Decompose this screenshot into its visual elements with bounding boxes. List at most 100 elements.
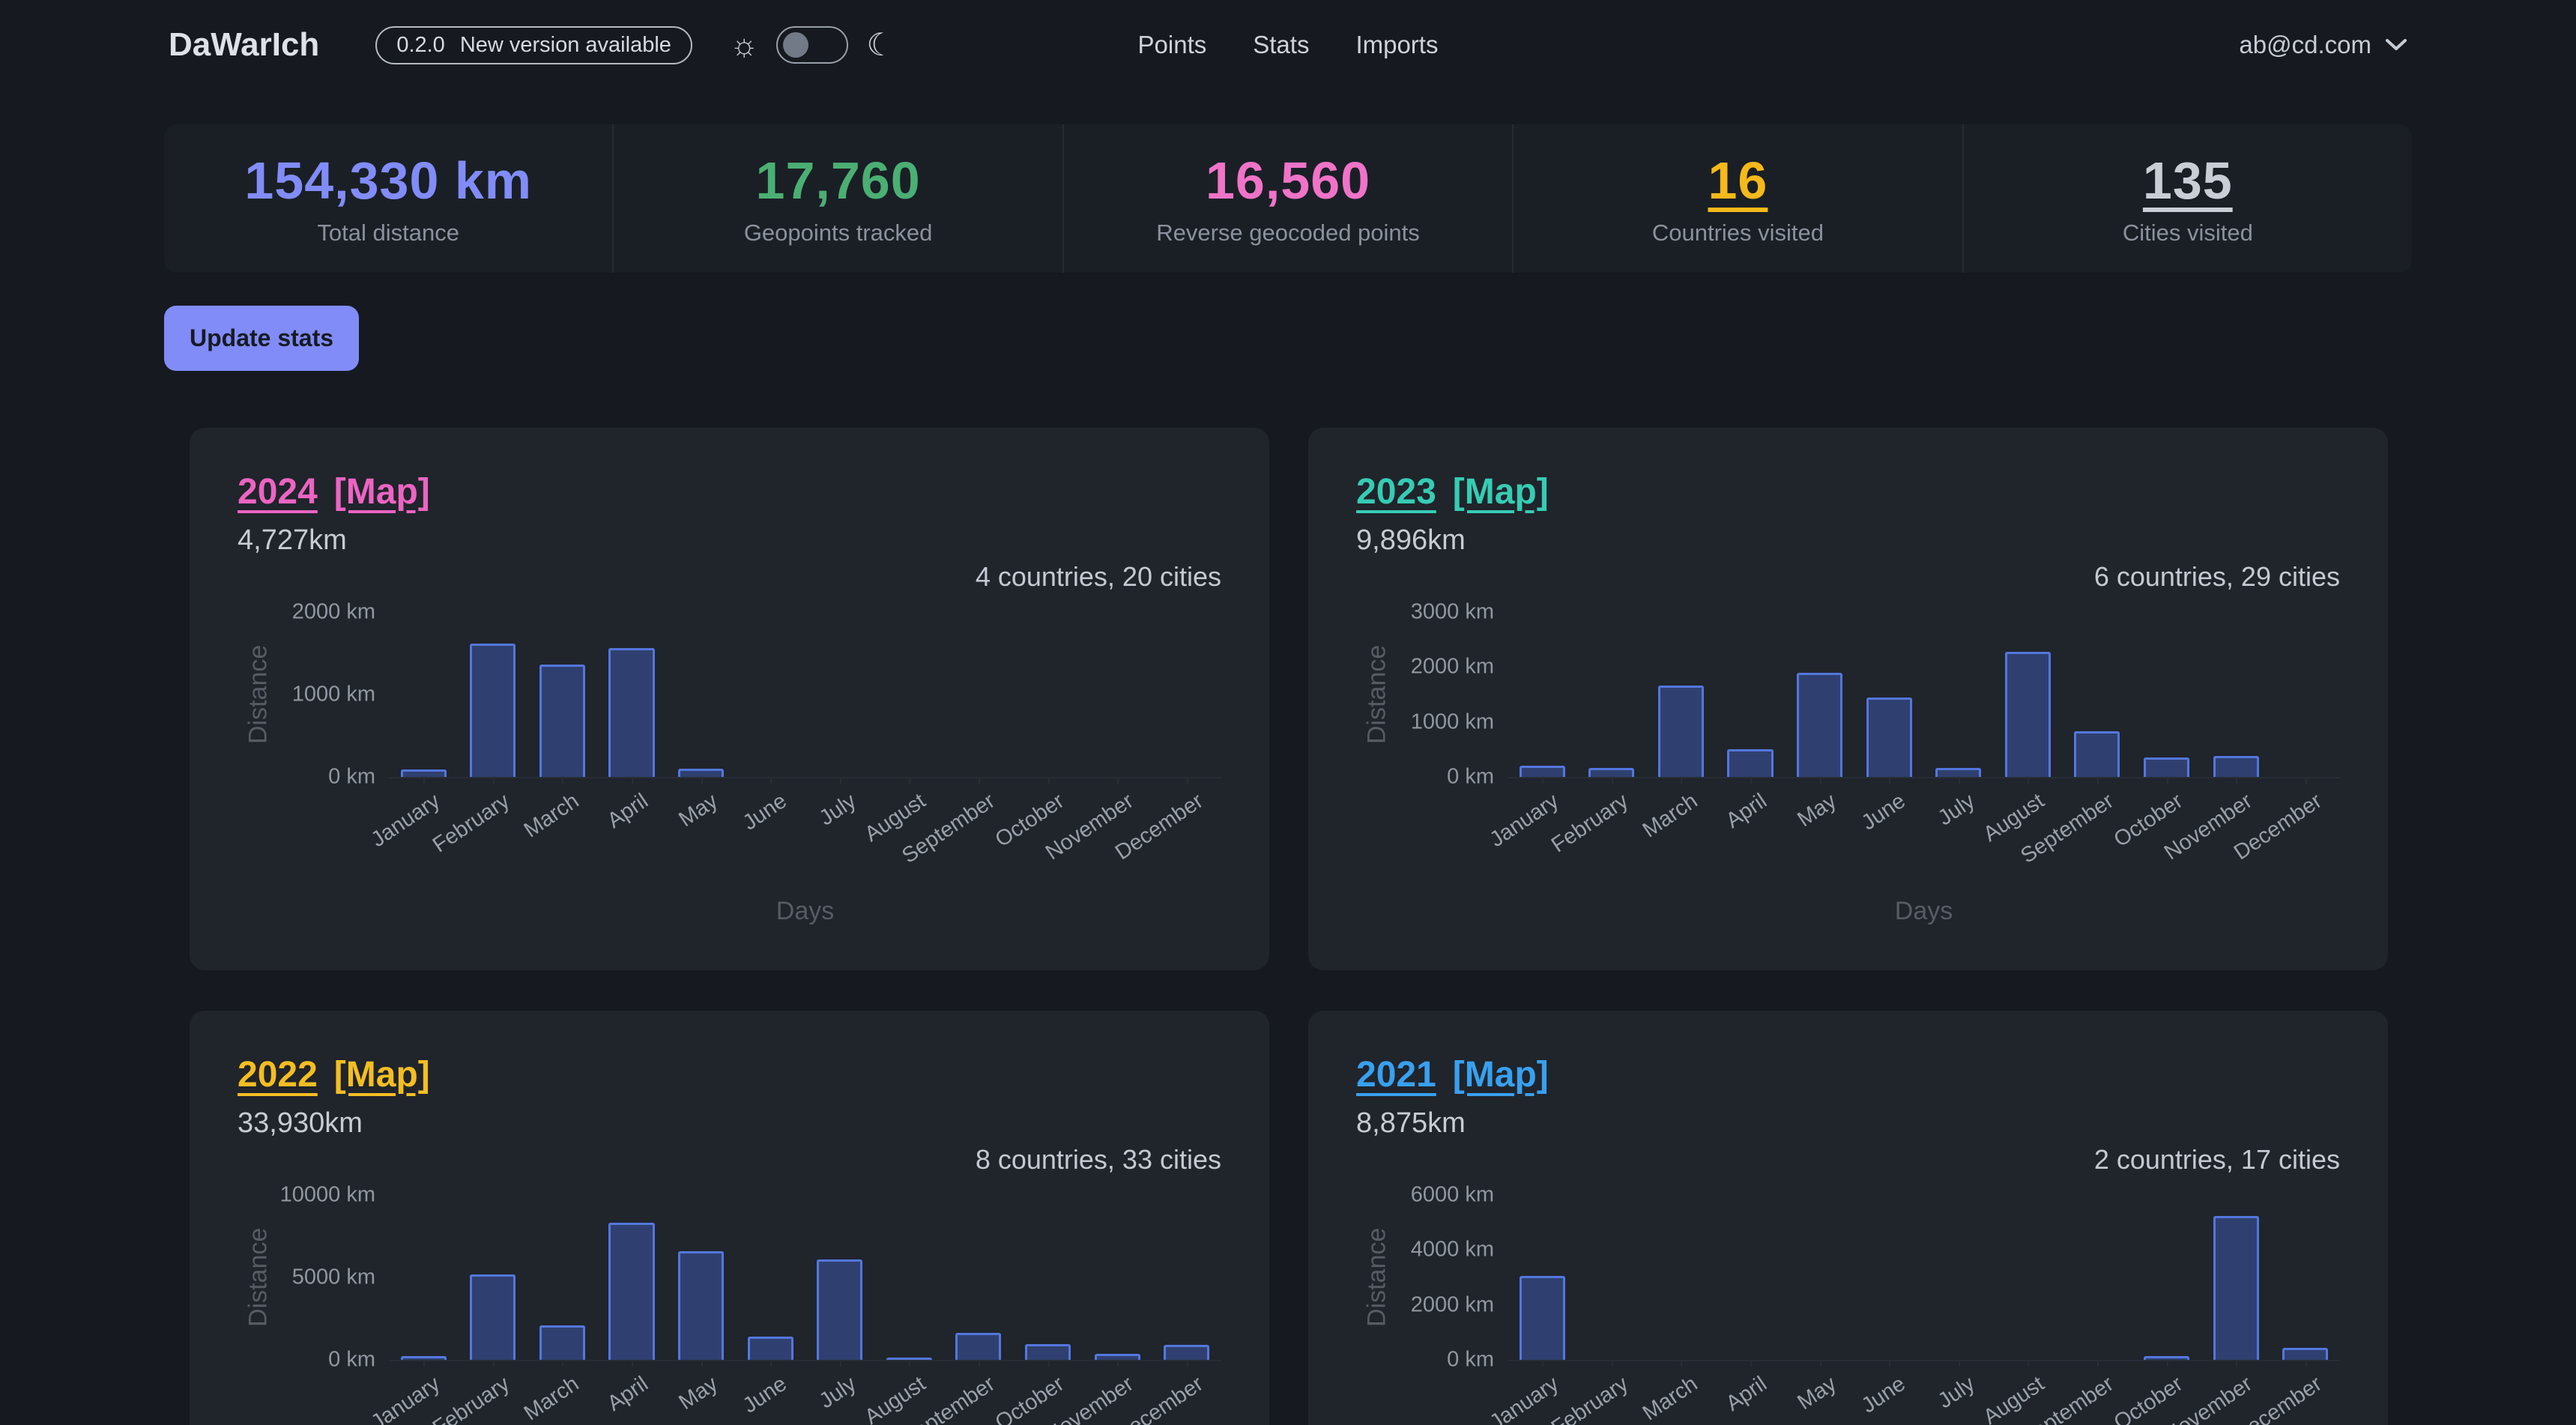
theme-toggle[interactable] — [776, 26, 849, 64]
nav-item-imports[interactable]: Imports — [1355, 31, 1439, 58]
y-axis: 0 km 1000 km 2000 km 3000 km — [1398, 600, 1494, 789]
stat-total-distance-value: 154,330 km — [244, 151, 533, 210]
year-summary: 4 countries, 20 cities — [975, 561, 1221, 592]
axis-tick-mark — [1750, 1360, 1753, 1367]
version-badge[interactable]: 0.2.0 New version available — [375, 25, 692, 64]
year-distance: 4,727km — [238, 524, 347, 556]
stat-countries-visited-link[interactable]: 16 — [1708, 151, 1768, 210]
y-tick-label: 10000 km — [279, 1182, 375, 1207]
x-axis-labels: January February March April May June July Augu… — [1485, 789, 2326, 868]
axis-tick-mark — [1819, 1360, 1821, 1367]
stat-cities-visited-link[interactable]: 135 — [2142, 151, 2233, 210]
x-axis-labels: January February March April May June July Augu… — [1485, 1372, 2326, 1425]
axis-tick-mark — [2166, 1360, 2168, 1367]
bar-january — [400, 769, 447, 777]
axis-tick-mark — [701, 1360, 703, 1367]
axis-tick-mark — [770, 1360, 773, 1367]
year-card-2023: 2023 [Map] 9,896km 6 countries, 29 citie… — [1308, 428, 2388, 970]
axis-tick-mark — [1889, 1360, 1891, 1367]
axis-tick-mark — [2236, 1360, 2238, 1367]
nav-item-points[interactable]: Points — [1137, 31, 1207, 58]
axis-tick-mark — [1750, 777, 1753, 784]
axis-tick-mark — [2305, 777, 2307, 784]
bar-april — [1727, 749, 1774, 777]
version-number: 0.2.0 — [396, 32, 445, 57]
y-tick-label: 0 km — [328, 1347, 375, 1372]
year-2024-map-link[interactable]: [Map] — [333, 472, 430, 512]
year-2023-map-link[interactable]: [Map] — [1452, 472, 1549, 512]
account-menu[interactable]: ab@cd.com — [2239, 31, 2407, 59]
bar-december — [1164, 1345, 1210, 1360]
card-title-row: 2021 [Map] — [1356, 1054, 2340, 1095]
year-2021-link[interactable]: 2021 — [1356, 1055, 1436, 1095]
stat-reverse-geocoded-label: Reverse geocoded points — [1156, 220, 1420, 246]
bar-november — [1094, 1354, 1140, 1360]
version-text: New version available — [459, 32, 671, 57]
axis-tick-mark — [492, 777, 495, 784]
axis-tick-mark — [1889, 777, 1891, 784]
year-cards-grid: 2024 [Map] 4,727km 4 countries, 20 citie… — [190, 428, 2388, 1425]
y-tick-label: 2000 km — [1410, 654, 1494, 679]
stat-countries-visited-label: Countries visited — [1651, 220, 1824, 246]
axis-tick-mark — [978, 1360, 980, 1367]
axis-tick-mark — [1611, 1360, 1613, 1367]
bar-september — [2074, 731, 2120, 777]
axis-tick-mark — [2096, 1360, 2099, 1367]
axis-tick-mark — [839, 1360, 841, 1367]
year-2021-map-link[interactable]: [Map] — [1452, 1055, 1549, 1095]
year-card-2022: 2022 [Map] 33,930km 8 countries, 33 citi… — [190, 1011, 1269, 1425]
stat-geopoints: 17,760 Geopoints tracked — [612, 124, 1062, 273]
year-2023-bar-chart: Distance 0 km 1000 km 2000 km 3000 km Janua… — [1356, 600, 2340, 926]
stat-cities-visited-label: Cities visited — [2122, 220, 2253, 246]
bar-march — [539, 1325, 585, 1360]
y-axis-title: Distance — [244, 1227, 273, 1328]
axis-tick-mark — [701, 777, 703, 784]
stat-reverse-geocoded: 16,560 Reverse geocoded points — [1062, 124, 1512, 273]
bar-november — [2213, 756, 2259, 777]
y-tick-label: 1000 km — [1410, 710, 1494, 734]
plot-area — [1508, 1195, 2340, 1367]
stat-geopoints-value: 17,760 — [755, 151, 921, 210]
bar-november — [2213, 1215, 2259, 1360]
x-axis-labels: January February March April May June July Augu… — [366, 789, 1208, 868]
axis-tick-mark — [423, 1360, 426, 1367]
year-summary: 2 countries, 17 cities — [2093, 1144, 2340, 1175]
chevron-down-icon — [2386, 39, 2407, 50]
y-tick-label: 3000 km — [1410, 599, 1494, 624]
main-nav: Points Stats Imports — [1138, 31, 1439, 59]
account-email: ab@cd.com — [2239, 31, 2371, 58]
year-2022-bar-chart: Distance 0 km 5000 km 10000 km January Febr… — [238, 1183, 1221, 1425]
year-card-2024: 2024 [Map] 4,727km 4 countries, 20 citie… — [190, 428, 1269, 970]
year-2024-link[interactable]: 2024 — [238, 472, 318, 512]
bar-august — [886, 1357, 932, 1360]
stat-total-distance-label: Total distance — [317, 220, 459, 246]
axis-tick-mark — [1117, 1360, 1119, 1367]
axis-tick-mark — [2096, 777, 2099, 784]
update-stats-button[interactable]: Update stats — [164, 306, 360, 371]
bar-august — [2004, 651, 2051, 777]
bar-march — [539, 665, 585, 777]
plot-column: January February March April May June July Augu… — [366, 612, 1221, 926]
axis-tick-mark — [2028, 1360, 2030, 1367]
year-distance: 33,930km — [238, 1107, 363, 1139]
axis-tick-mark — [2305, 1360, 2307, 1367]
axis-tick-mark — [1542, 1360, 1544, 1367]
bar-march — [1657, 686, 1704, 777]
axis-tick-mark — [1047, 1360, 1050, 1367]
axis-tick-mark — [1958, 1360, 1960, 1367]
axis-tick-mark — [1186, 1360, 1188, 1367]
year-2022-map-link[interactable]: [Map] — [333, 1055, 430, 1095]
axis-tick-mark — [2236, 777, 2238, 784]
year-distance: 8,875km — [1356, 1107, 1466, 1139]
plot-area — [389, 612, 1221, 784]
axis-tick-mark — [1047, 777, 1050, 784]
year-card-2021: 2021 [Map] 8,875km 2 countries, 17 citie… — [1308, 1011, 2388, 1425]
y-axis-title: Distance — [1362, 644, 1391, 745]
axis-tick-mark — [562, 1360, 564, 1367]
year-2022-link[interactable]: 2022 — [238, 1055, 318, 1095]
stat-countries-visited: 16 Countries visited — [1512, 124, 1962, 273]
bar-june — [1866, 697, 1912, 777]
year-2023-link[interactable]: 2023 — [1356, 472, 1436, 512]
nav-item-stats[interactable]: Stats — [1253, 31, 1310, 58]
axis-tick-mark — [562, 777, 564, 784]
